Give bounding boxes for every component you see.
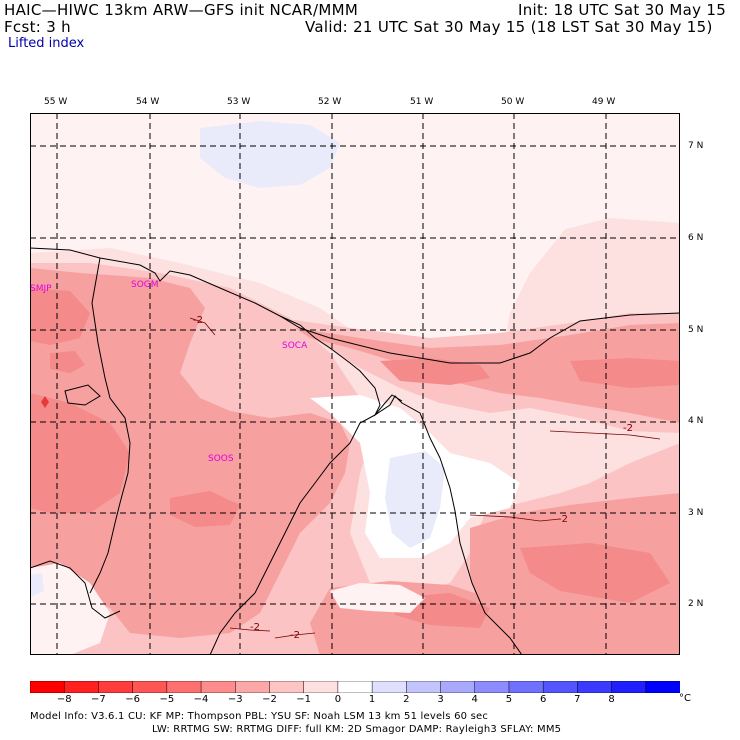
shade-m5-m4-d — [380, 358, 490, 385]
colorbar-label: −3 — [227, 694, 243, 705]
colorbar-label: 4 — [471, 694, 478, 705]
border-west-loop — [30, 560, 121, 619]
shade-1-2-center — [385, 451, 445, 548]
contour-label: -2 — [623, 423, 633, 434]
colorbar — [30, 681, 680, 693]
border-island — [64, 384, 101, 406]
colorbar-label: −8 — [56, 694, 72, 705]
border-suriname-west — [89, 257, 131, 594]
border-suriname-fg — [279, 312, 680, 364]
colorbar-swatch — [235, 681, 271, 693]
station-smjp: SMJP — [30, 284, 52, 294]
station-soos: SOOS — [208, 454, 234, 464]
colorbar-swatch — [611, 681, 647, 693]
colorbar-swatch — [303, 681, 339, 693]
river-east — [374, 394, 403, 416]
lat-label: 3 N — [688, 508, 704, 518]
colorbar-label: 5 — [505, 694, 513, 705]
init-time: Init: 18 UTC Sat 30 May 15 — [518, 1, 727, 19]
lon-label: 50 W — [501, 97, 525, 107]
field-name: Lifted index — [8, 36, 85, 51]
colorbar-swatch — [337, 681, 373, 693]
lon-label: 52 W — [318, 97, 342, 107]
lat-label: 5 N — [688, 325, 704, 335]
lon-label: 55 W — [44, 97, 68, 107]
valid-time: Valid: 21 UTC Sat 30 May 15 (18 LST Sat … — [305, 18, 713, 36]
lon-label: 51 W — [410, 97, 434, 107]
shade-m1-0-s — [330, 583, 425, 613]
grid-lines — [30, 113, 680, 655]
contour-label: -2 — [558, 514, 568, 525]
colorbar-swatch — [508, 681, 544, 693]
colorbar-label: −6 — [125, 694, 140, 705]
colorbar-swatch — [371, 681, 408, 693]
colorbar-label: −1 — [296, 694, 312, 705]
contour-label: -2 — [193, 315, 203, 326]
station-sogm: SOGM — [131, 280, 159, 290]
lon-label: 54 W — [136, 97, 160, 107]
colorbar-label: 6 — [539, 694, 547, 705]
lon-label: 53 W — [227, 97, 251, 107]
contour-line — [549, 430, 661, 440]
colorbar-label: −5 — [159, 694, 175, 705]
shade-1-2-west — [30, 573, 44, 597]
shade-m5-m4-e — [570, 358, 680, 388]
lat-label: 2 N — [688, 599, 704, 609]
model-info-line2: LW: RRTMG SW: RRTMG DIFF: full KM: 2D Sm… — [152, 724, 562, 735]
colorbar-unit: °C — [679, 693, 691, 704]
model-info-line1: Model Info: V3.6.1 CU: KF MP: Thompson P… — [30, 711, 489, 722]
colorbar-swatch — [98, 681, 134, 693]
lat-label: 7 N — [688, 141, 704, 151]
map-frame — [30, 113, 680, 655]
coastline — [30, 247, 523, 655]
shade-m5-m4-a — [30, 288, 90, 345]
colorbar-swatch — [200, 681, 237, 693]
contours — [189, 317, 661, 639]
shade-m4-m3-east — [295, 323, 680, 423]
shade-m5-m4-c — [170, 491, 240, 527]
shade-m1-0-sw — [30, 563, 110, 655]
colorbar-swatch — [166, 681, 202, 693]
colorbar-label: 1 — [368, 694, 376, 705]
colorbar-label: 2 — [403, 694, 410, 705]
forecast-hour: Fcst: 3 h — [4, 18, 71, 36]
contour-label: -2 — [290, 630, 300, 641]
station-soca: SOCA — [282, 341, 308, 351]
colorbar-label: −7 — [91, 694, 106, 705]
colorbar-label: 7 — [574, 694, 581, 705]
borders — [30, 247, 680, 655]
shade-m5-m4-h — [50, 351, 85, 373]
colorbar-swatch — [63, 681, 100, 693]
colorbar-swatch — [132, 681, 168, 693]
contour-label: -2 — [250, 622, 260, 633]
colorbar-swatch — [440, 681, 476, 693]
colorbar-label: −2 — [262, 694, 277, 705]
contour-line — [469, 514, 561, 522]
shade-m5-m4-b — [30, 393, 130, 513]
shade-1-2-north — [200, 121, 340, 188]
shade-m8-m7 — [41, 396, 49, 408]
lon-label: 49 W — [592, 97, 616, 107]
model-title: HAIC—HIWC 13km ARW—GFS init NCAR/MMM — [4, 1, 359, 19]
colorbar-label: 0 — [334, 694, 342, 705]
contour-line — [189, 317, 216, 336]
shade-m1-0-north — [30, 113, 680, 325]
lifted-index-map — [30, 113, 680, 655]
colorbar-label: 3 — [437, 694, 444, 705]
colorbar-swatch — [577, 681, 613, 693]
colorbar-label: 8 — [608, 694, 615, 705]
contour-line — [274, 632, 316, 639]
border-guiana-brazil — [209, 414, 376, 655]
colorbar-swatch — [474, 681, 510, 693]
colorbar-swatch — [406, 681, 442, 693]
colorbar-swatch — [269, 681, 305, 693]
lat-label: 4 N — [688, 416, 704, 426]
colorbar-swatch — [645, 681, 680, 693]
shade-m5-m4-f — [520, 543, 670, 603]
colorbar-swatch — [30, 681, 65, 693]
lat-label: 6 N — [688, 233, 704, 243]
colorbar-label: −4 — [193, 694, 209, 705]
colorbar-swatch — [542, 681, 579, 693]
contour-line — [229, 627, 271, 632]
